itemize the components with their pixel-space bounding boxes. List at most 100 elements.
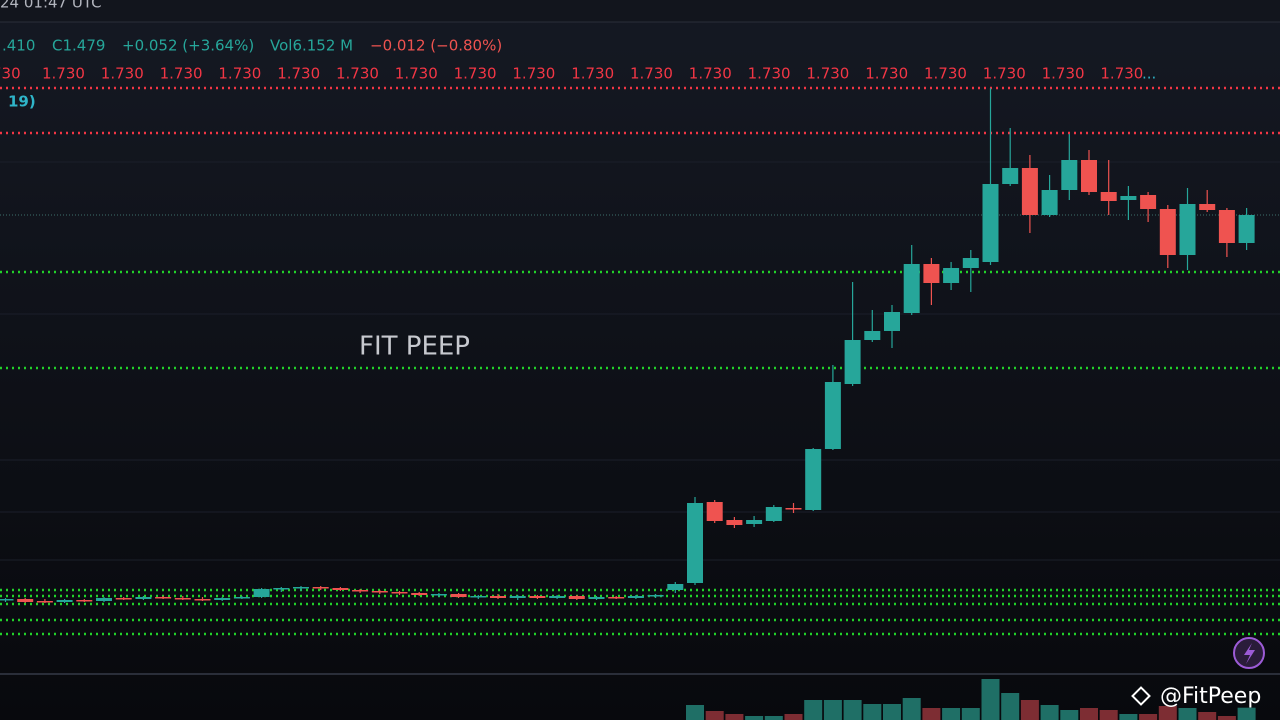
candle-body xyxy=(1021,168,1038,215)
volume-bar xyxy=(1099,710,1118,720)
candle-body xyxy=(155,597,172,599)
indicator-value: 1.730 xyxy=(512,65,555,83)
volume-bar xyxy=(725,714,744,720)
indicator-value: 1.730 xyxy=(924,65,967,83)
binance-logo xyxy=(1131,686,1151,706)
volume-bar xyxy=(705,711,724,720)
candle-body xyxy=(1100,192,1117,201)
legend-open: .410 xyxy=(2,37,35,55)
candle-body xyxy=(864,331,881,340)
candle-body xyxy=(844,340,861,384)
grid xyxy=(0,161,1280,561)
candle-body xyxy=(726,520,743,525)
candle-body xyxy=(430,594,447,596)
credit: @FitPeep xyxy=(1160,684,1261,709)
candle-body xyxy=(1218,210,1235,243)
indicator-value: 1.730 xyxy=(454,65,497,83)
indicator-value: 1.730 xyxy=(395,65,438,83)
indicator-value: 730 xyxy=(0,65,21,83)
volume-bar xyxy=(823,700,842,720)
candle-body xyxy=(233,597,250,599)
volume-bar xyxy=(1237,707,1256,720)
volume-bar xyxy=(883,704,901,720)
volume-bar xyxy=(961,708,980,720)
candle-body xyxy=(943,268,960,283)
volume-bar xyxy=(863,704,882,720)
indicator-value: 1.730 xyxy=(218,65,261,83)
legend-change: +0.052 (+3.64%) xyxy=(122,37,254,55)
watermark: FIT PEEP xyxy=(359,332,470,362)
candle-body xyxy=(490,596,506,598)
volume-bar xyxy=(843,700,862,720)
indicator-value: 1.730 xyxy=(1100,65,1143,83)
volume-bar xyxy=(1198,712,1217,720)
candle-body xyxy=(115,598,132,600)
candle-body xyxy=(214,598,231,600)
volume-bar xyxy=(1158,706,1177,720)
candle-body xyxy=(293,587,309,589)
candle-body xyxy=(332,588,349,590)
indicator-value: 1.730 xyxy=(748,65,791,83)
volume-bar xyxy=(902,698,921,720)
candle-body xyxy=(588,597,605,599)
candle-body xyxy=(627,596,644,598)
volume-bar xyxy=(1001,693,1020,720)
legend-close: C1.479 xyxy=(52,37,105,55)
volume-bar xyxy=(981,679,1000,720)
volume-bar xyxy=(1080,708,1098,720)
indicator-value: 1.730 xyxy=(1042,65,1085,83)
candle-body xyxy=(1238,215,1255,243)
candle-body xyxy=(884,312,900,331)
candle-body xyxy=(76,600,93,602)
candle-body xyxy=(824,382,841,449)
indicator-value: 1.730 xyxy=(336,65,379,83)
candle-body xyxy=(371,591,388,593)
legend-indicator: −0.012 (−0.80%) xyxy=(370,37,502,55)
candle-body xyxy=(1199,204,1216,210)
candle-body xyxy=(312,587,329,589)
candle-body xyxy=(706,502,723,521)
candle-body xyxy=(391,592,408,594)
candle-body xyxy=(1061,160,1078,190)
indicator-value: 1.730 xyxy=(160,65,203,83)
candle-body xyxy=(746,520,763,524)
volume-bar xyxy=(1020,700,1039,720)
candle-body xyxy=(352,590,369,592)
indicator-value: 1.730 xyxy=(689,65,732,83)
candle-body xyxy=(647,595,664,597)
candle-body xyxy=(805,449,822,510)
candle-body xyxy=(174,598,191,600)
volume-bar xyxy=(745,716,764,720)
volume-bar xyxy=(1217,716,1236,720)
candle-body xyxy=(667,584,684,590)
candle-body xyxy=(785,508,802,510)
candle-body xyxy=(96,598,112,601)
candle-body xyxy=(962,258,979,268)
volume-bar xyxy=(1178,708,1197,720)
volume-bar xyxy=(1040,705,1059,720)
candle-body xyxy=(608,597,625,599)
lightning-button[interactable] xyxy=(1233,637,1265,669)
candle-body xyxy=(529,596,546,598)
candle-body xyxy=(450,594,467,597)
volume-bar xyxy=(1119,714,1138,720)
candle-body xyxy=(509,596,526,598)
candle-body xyxy=(1081,160,1097,192)
candle-body xyxy=(687,503,703,583)
candle-body xyxy=(411,593,428,595)
indicator-value: 1.730 xyxy=(983,65,1026,83)
indicator-value: 1.730 xyxy=(571,65,614,83)
indicator-more: ... xyxy=(1142,65,1156,83)
candle-body xyxy=(1041,190,1058,215)
volume-bar xyxy=(784,714,803,720)
candle-body xyxy=(1002,168,1019,184)
volume-bar xyxy=(1139,714,1158,720)
candle-body xyxy=(1159,209,1176,255)
volume-bar xyxy=(686,705,704,720)
volume-bar xyxy=(764,716,783,720)
indicator-value: 1.730 xyxy=(806,65,849,83)
candle-body xyxy=(0,599,14,601)
candle-body xyxy=(17,599,34,602)
